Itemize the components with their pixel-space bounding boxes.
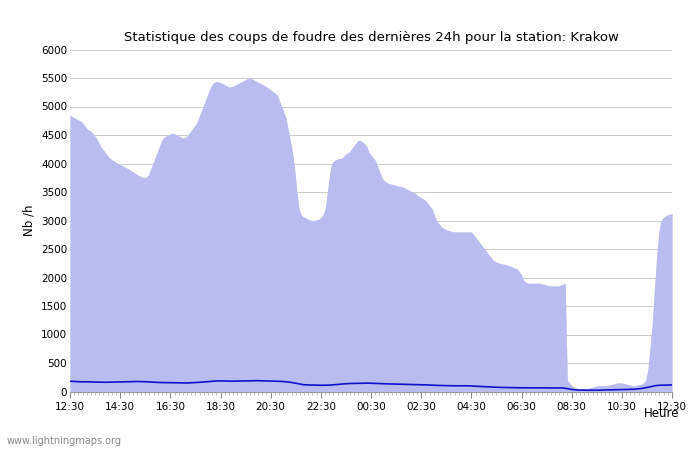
Title: Statistique des coups de foudre des dernières 24h pour la station: Krakow: Statistique des coups de foudre des dern…	[124, 31, 618, 44]
Text: www.lightningmaps.org: www.lightningmaps.org	[7, 436, 122, 446]
Y-axis label: Nb /h: Nb /h	[22, 205, 36, 236]
Text: Heure: Heure	[643, 407, 679, 420]
